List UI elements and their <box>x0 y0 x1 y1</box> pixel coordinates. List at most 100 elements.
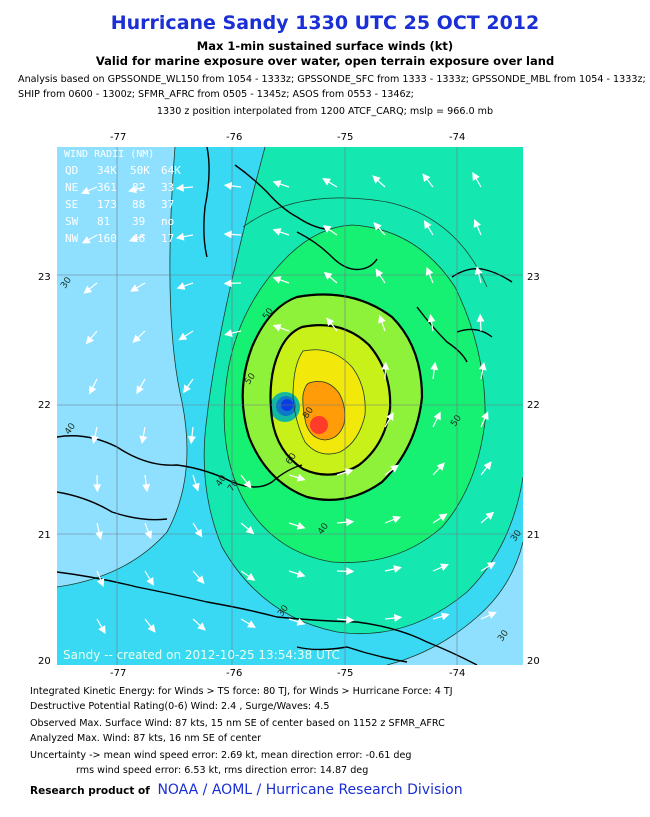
contour-80kt <box>302 380 346 441</box>
coastlines <box>57 147 513 665</box>
lon-tick-bottom-3: -75 <box>337 668 354 679</box>
lon-tick-bottom-2: -76 <box>226 668 243 679</box>
wind-arrow-head <box>188 435 196 445</box>
wind-radii-cell: 361 <box>97 181 117 194</box>
wind-arrow-head <box>373 222 382 231</box>
wind-arrow-head <box>381 361 390 370</box>
wind-arrow-head <box>486 561 496 570</box>
lon-tick-top-4: -74 <box>449 132 466 143</box>
wind-arrow-head <box>272 228 282 236</box>
wind-radii-cell: 46 <box>132 232 145 245</box>
wind-arrow-head <box>223 181 233 190</box>
wind-radii-cell: 33 <box>161 181 174 194</box>
wind-arrow-head <box>487 611 497 619</box>
wind-arrow-head <box>81 236 91 244</box>
coastline-eleuthera <box>234 164 326 230</box>
wind-radii-cell: SW <box>65 215 79 228</box>
contour-30kt-east <box>386 541 523 665</box>
research-credit: Research product of NOAA / AOML / Hurric… <box>30 782 463 798</box>
wind-radii-cell: 82 <box>132 181 145 194</box>
wind-radii-rows: NE 361 82 33 SE 173 88 37 SW 81 39 no NW 160 46 17 <box>65 181 174 245</box>
wind-arrow-head <box>272 276 282 284</box>
wind-radii-header-64k: 64K <box>161 164 181 177</box>
wind-arrow-head <box>91 435 99 444</box>
wind-arrow-head <box>322 178 332 186</box>
uncertainty-text-2: rms wind speed error: 6.53 kt, rms direc… <box>76 765 369 776</box>
wind-arrow-head <box>440 612 450 621</box>
coastline-andros <box>203 147 210 258</box>
wind-arrow-head <box>296 570 306 578</box>
map-credit: Sandy -- created on 2012-10-25 13:54:38 … <box>63 648 340 662</box>
wind-arrow-head <box>144 530 153 540</box>
wind-arrow-head <box>272 324 282 332</box>
wind-arrow-head <box>128 234 138 243</box>
wind-radii-cell: 37 <box>161 198 174 211</box>
wind-radii-cell: 88 <box>132 198 145 211</box>
contour-hurricane-thick <box>269 324 392 476</box>
wind-arrow-head <box>440 563 449 571</box>
wind-arrow-head <box>142 483 151 493</box>
analysis-line-2: SHIP from 0600 - 1300z; SFMR_AFRC from 0… <box>18 89 414 100</box>
wind-radii-cell: 173 <box>97 198 117 211</box>
lon-tick-top-1: -77 <box>110 132 127 143</box>
wind-arrow-head <box>485 511 495 520</box>
wind-arrow-head <box>375 268 384 278</box>
contour-30kt <box>57 147 188 588</box>
coastline-mayaguana <box>451 267 513 283</box>
lat-tick-right-1: 23 <box>527 272 540 283</box>
wind-arrow-head <box>272 180 282 188</box>
analysis-sources: Analysis based on GPSSONDE_WL150 from 10… <box>18 72 646 102</box>
wind-arrow-head <box>175 183 184 192</box>
wind-arrow-head <box>178 332 188 341</box>
wind-arrow-head <box>247 620 256 628</box>
wind-arrow-head <box>425 266 434 276</box>
wind-arrow-head <box>136 385 144 395</box>
wind-arrow-head <box>323 271 333 280</box>
wind-arrow-head <box>346 518 355 527</box>
wind-arrow-head <box>393 565 402 573</box>
lon-tick-bottom-1: -77 <box>110 668 127 679</box>
wind-arrow-head <box>246 572 256 581</box>
wind-radii-cell: SE <box>65 198 78 211</box>
lat-tick-left-1: 23 <box>38 272 51 283</box>
wind-arrow-head <box>476 313 485 322</box>
wind-arrow-head <box>483 461 492 470</box>
position-note: 1330 z position interpolated from 1200 A… <box>156 106 494 117</box>
wind-arrow-head <box>433 411 441 421</box>
wind-arrow-head <box>474 266 483 275</box>
wind-arrow-head <box>322 225 332 233</box>
wind-arrow-head <box>93 484 102 493</box>
wind-arrow-head <box>139 435 148 445</box>
wind-arrow-head <box>96 578 105 588</box>
contour-outer-50 <box>242 197 488 288</box>
wind-arrow-head <box>89 385 97 395</box>
wind-arrow-head <box>436 462 445 471</box>
wind-arrow-head <box>128 185 137 194</box>
wind-arrow-head <box>223 230 232 239</box>
page-title: Hurricane Sandy 1330 UTC 25 OCT 2012 <box>110 12 540 34</box>
wind-arrow-head <box>386 411 394 421</box>
wind-arrow-head <box>296 473 306 482</box>
wind-arrow-head <box>296 618 306 626</box>
wind-arrow-head <box>478 361 487 371</box>
wind-arrow-head <box>95 531 103 540</box>
ike-text: Integrated Kinetic Energy: for Winds > T… <box>30 686 453 697</box>
research-org-link[interactable]: NOAA / AOML / Hurricane Research Divisio… <box>157 782 463 798</box>
wind-arrow-head <box>146 577 154 586</box>
wind-arrow-head <box>245 526 255 535</box>
lat-tick-left-3: 21 <box>38 530 51 541</box>
lat-tick-left-2: 22 <box>38 400 51 411</box>
wind-arrow-head <box>85 335 94 345</box>
wind-arrow-head <box>393 614 403 622</box>
wind-arrow-head <box>147 624 156 633</box>
wind-radii-cell: 81 <box>97 215 110 228</box>
contour-50kt <box>223 224 486 563</box>
contour-70kt <box>292 349 366 455</box>
wind-arrow-head <box>98 625 106 635</box>
wind-radii-header-qd: QD <box>65 164 78 177</box>
wind-radii-header-50k: 50K <box>130 164 150 177</box>
wind-radii-title: WIND RADII (NM) <box>64 149 154 160</box>
wind-arrow-head <box>430 361 439 371</box>
subtitle-wind-type: Max 1-min sustained surface winds (kt) <box>196 39 454 53</box>
wind-arrow-head <box>422 173 431 183</box>
